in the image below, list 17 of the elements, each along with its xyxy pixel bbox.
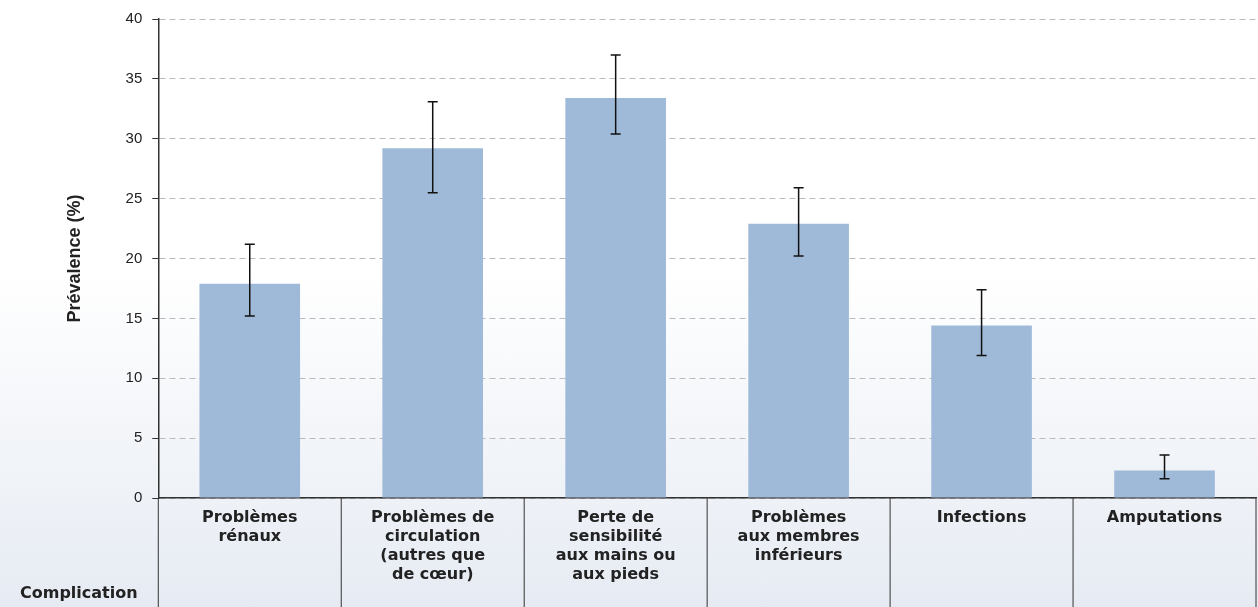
- y-tick-label: 20: [125, 248, 143, 266]
- x-tick-label: Problèmes aux membres inférieurs: [737, 506, 860, 565]
- x-tick-label: Problèmes rénaux: [202, 506, 298, 545]
- x-axis-title: Complication: [20, 583, 138, 602]
- y-tick-label: 15: [125, 308, 143, 326]
- y-tick-label: 30: [125, 128, 143, 146]
- x-tick-label: Problèmes de circulation (autres que de cœur): [371, 506, 495, 584]
- y-tick-label: 0: [133, 488, 143, 506]
- x-tick-label: Infections: [936, 506, 1027, 526]
- y-tick-label: 25: [125, 188, 143, 206]
- y-tick-label: 5: [133, 428, 143, 446]
- x-tick-label: Perte de sensibilité aux mains ou aux pieds: [555, 506, 676, 584]
- y-tick-label: 10: [125, 368, 143, 386]
- y-tick-label: 40: [125, 9, 143, 27]
- y-axis-title: Prévalence (%): [63, 194, 84, 323]
- y-tick-label: 35: [125, 69, 143, 87]
- x-tick-label: Amputations: [1106, 506, 1223, 526]
